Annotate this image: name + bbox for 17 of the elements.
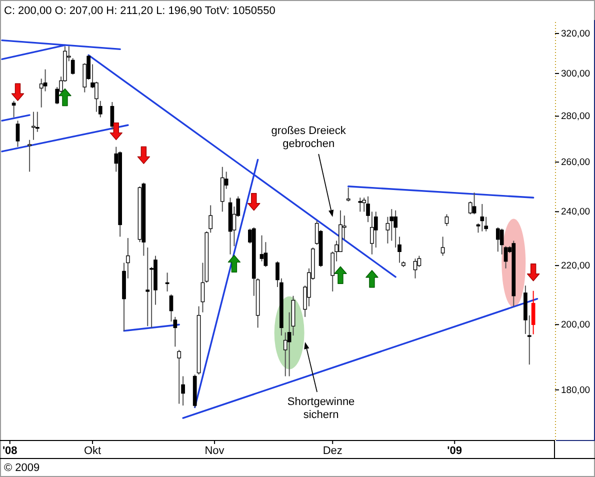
annotation: Shortgewinne sichern (287, 396, 355, 421)
annotation: großes Dreieck gebrochen (271, 125, 346, 150)
y-tick-label: 240,00 (561, 206, 590, 218)
x-tick-label: Dez (322, 445, 342, 457)
y-tick-label: 200,00 (561, 319, 590, 330)
y-tick-label: 260,00 (561, 156, 590, 168)
y-tick-label: 320,00 (561, 28, 590, 40)
x-tick-label: '08 (2, 445, 18, 457)
x-tick-label: Okt (84, 445, 102, 457)
text: © 2009 (4, 462, 40, 474)
x-tick-label: Nov (204, 445, 225, 457)
y-tick-label: 280,00 (561, 110, 590, 122)
chart-title: C: 200,00 O: 207,00 H: 211,20 L: 196,90 TotV: 1050550 (4, 5, 276, 17)
y-tick-label: 300,00 (561, 68, 590, 79)
y-tick-label: 220,00 (561, 260, 590, 272)
y-tick-label: 180,00 (561, 384, 590, 396)
x-tick-label: '09 (447, 445, 462, 457)
